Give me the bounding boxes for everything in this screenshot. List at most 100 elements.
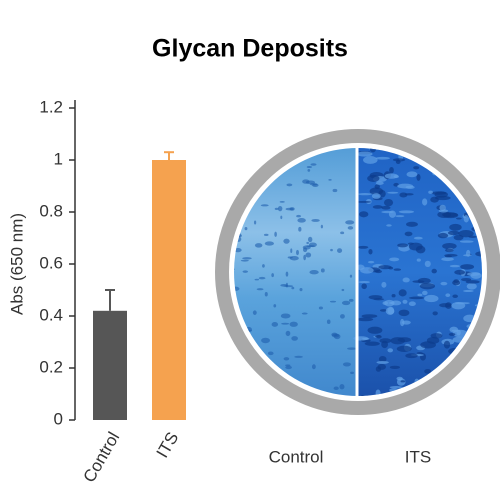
texture: [368, 260, 375, 264]
texture: [368, 248, 373, 255]
texture: [330, 248, 333, 252]
texture: [297, 218, 306, 223]
texture: [235, 236, 242, 242]
texture: [296, 249, 299, 256]
texture: [348, 298, 354, 302]
x-tick-label: Control: [79, 429, 123, 486]
ring: [215, 129, 500, 415]
texture: [434, 195, 451, 201]
texture: [465, 280, 480, 284]
texture: [408, 242, 423, 251]
y-tick-label: 0.6: [39, 253, 63, 272]
texture: [245, 326, 252, 333]
texture: [306, 166, 312, 169]
texture: [443, 340, 451, 349]
texture: [372, 205, 383, 209]
texture: [258, 276, 266, 280]
texture: [397, 243, 409, 248]
bar: [152, 160, 186, 420]
texture: [378, 265, 392, 270]
texture: [389, 386, 403, 389]
texture: [366, 395, 371, 396]
texture: [381, 281, 387, 288]
texture: [398, 210, 415, 214]
texture: [452, 280, 461, 286]
texture: [417, 277, 431, 284]
texture: [391, 294, 396, 298]
texture: [280, 215, 283, 220]
texture: [466, 283, 477, 290]
texture: [389, 365, 401, 369]
texture: [303, 254, 306, 261]
texture: [298, 226, 302, 232]
texture: [348, 144, 353, 147]
texture: [240, 259, 249, 262]
texture: [389, 257, 400, 262]
texture: [387, 348, 394, 353]
texture: [402, 277, 410, 283]
texture: [342, 362, 351, 367]
texture: [271, 149, 275, 155]
texture: [377, 363, 387, 370]
texture: [307, 168, 311, 172]
texture: [309, 270, 319, 275]
texture: [306, 241, 310, 245]
texture: [285, 271, 289, 277]
texture: [277, 206, 283, 212]
x-tick-label: ITS: [153, 429, 183, 461]
texture: [439, 204, 446, 211]
texture: [359, 211, 369, 218]
texture: [431, 268, 437, 274]
texture: [252, 310, 257, 315]
texture: [369, 148, 376, 153]
texture: [461, 163, 466, 168]
texture: [274, 207, 279, 211]
texture: [271, 273, 274, 278]
texture: [357, 245, 369, 249]
texture: [463, 314, 476, 323]
texture: [368, 295, 383, 300]
texture: [396, 345, 412, 352]
texture: [357, 193, 372, 196]
texture: [402, 299, 408, 304]
texture: [439, 303, 452, 308]
texture: [253, 220, 257, 225]
texture: [424, 368, 432, 374]
texture: [375, 335, 382, 338]
texture: [404, 193, 414, 196]
texture: [449, 326, 459, 333]
texture: [451, 148, 465, 152]
texture: [475, 251, 482, 257]
texture: [259, 384, 264, 390]
texture: [250, 395, 256, 396]
texture: [462, 289, 474, 293]
y-axis-label: Abs (650 nm): [7, 213, 26, 315]
texture: [430, 333, 443, 339]
texture: [437, 232, 449, 239]
texture: [364, 341, 380, 346]
texture: [251, 153, 255, 156]
texture: [285, 330, 291, 337]
texture: [279, 201, 285, 203]
texture: [261, 337, 270, 344]
texture: [371, 193, 381, 199]
texture: [262, 264, 265, 268]
texture: [290, 248, 293, 254]
texture: [294, 355, 303, 358]
texture: [332, 188, 338, 193]
texture: [362, 337, 370, 340]
texture: [357, 317, 374, 322]
texture: [283, 285, 294, 288]
texture: [420, 341, 436, 349]
texture: [431, 168, 437, 176]
texture: [390, 337, 406, 345]
texture: [242, 270, 248, 273]
texture: [424, 260, 431, 268]
texture: [271, 322, 279, 327]
texture: [428, 190, 433, 194]
texture: [283, 238, 290, 244]
texture: [408, 301, 416, 307]
texture: [375, 156, 390, 160]
texture: [419, 282, 436, 290]
